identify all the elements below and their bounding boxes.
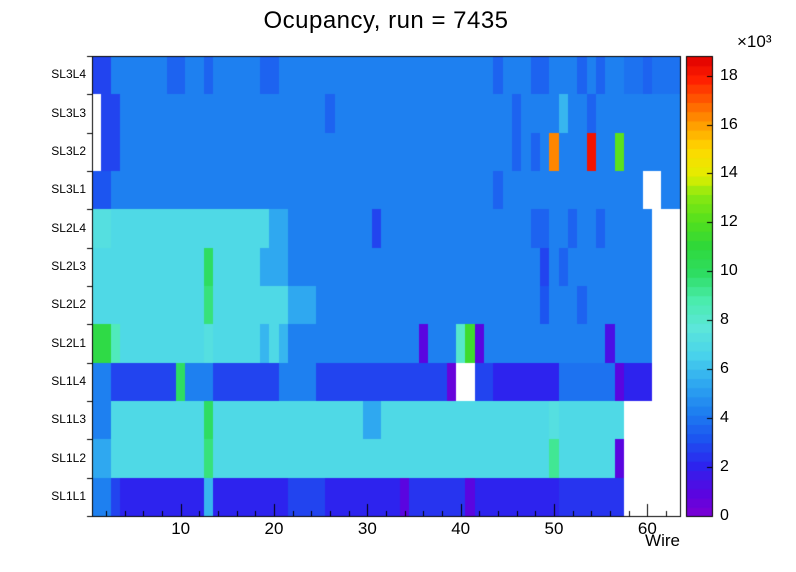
colorbar-tick-label-0: 0 [720, 507, 729, 524]
colorbar-tick-label-4: 4 [720, 409, 729, 427]
x-tick-label-10: 10 [171, 519, 191, 538]
y-axis-label-sl2l1: SL2L1 [51, 335, 86, 350]
y-axis-label-sl1l1: SL1L1 [51, 488, 86, 503]
colorbar-tick-label-14: 14 [720, 164, 738, 182]
colorbar-tick-label-8: 8 [720, 311, 729, 329]
y-axis-label-sl3l4: SL3L4 [51, 67, 86, 82]
colorbar-exponent-label: ×10³ [737, 32, 772, 51]
colorbar-tick-label-16: 16 [720, 115, 738, 133]
y-axis-label-sl2l2: SL2L2 [51, 297, 86, 312]
colorbar-tick-label-18: 18 [720, 66, 738, 84]
x-axis-title: Wire [645, 531, 680, 550]
y-axis-label-sl3l2: SL3L2 [51, 143, 86, 158]
x-tick-label-20: 20 [264, 519, 284, 538]
y-axis-label-sl1l3: SL1L3 [51, 412, 86, 427]
y-axis-label-sl3l1: SL3L1 [51, 182, 86, 197]
colorbar-tick-label-6: 6 [720, 360, 729, 378]
colorbar-tick-label-2: 2 [720, 458, 729, 476]
chart-title: Ocupancy, run = 7435 [263, 7, 509, 34]
y-axis-label-sl2l4: SL2L4 [51, 220, 86, 235]
x-tick-label-50: 50 [544, 519, 564, 538]
colorbar-tick-label-12: 12 [720, 213, 738, 231]
y-axis-label-sl1l4: SL1L4 [51, 373, 86, 388]
x-tick-label-40: 40 [451, 519, 471, 538]
colorbar-tick-label-10: 10 [720, 262, 738, 280]
x-tick-label-30: 30 [357, 519, 377, 538]
y-axis-label-sl1l2: SL1L2 [51, 450, 86, 465]
y-axis-label-sl2l3: SL2L3 [51, 258, 86, 273]
y-axis-label-sl3l3: SL3L3 [51, 105, 86, 120]
x-tick-label-60: 60 [637, 519, 657, 538]
